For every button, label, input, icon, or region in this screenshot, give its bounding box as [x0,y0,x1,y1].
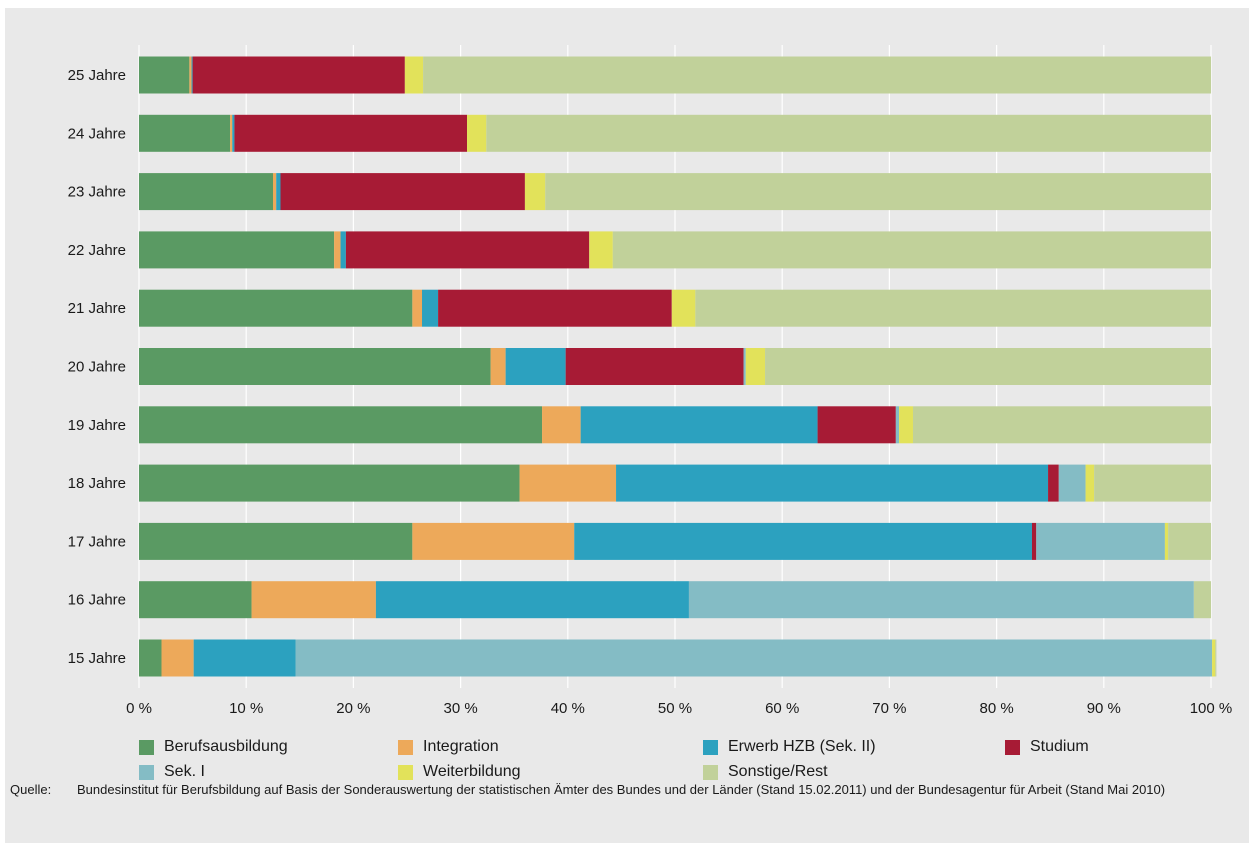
bar-segment [230,114,233,152]
source-text: Bundesinstitut für Berufsbildung auf Bas… [77,782,1166,797]
bar-segment [234,114,468,152]
bar-segment [334,231,341,269]
x-tick-labels: 0 % 10 % 20 % 30 % 40 % 50 % 60 % 70 % 80 % 90 % 1… [126,700,1232,717]
bar-segment [1164,522,1169,560]
bar-segment [189,56,192,94]
bar-segment [1031,522,1037,560]
bar-segment [139,114,231,152]
bar-segment [345,231,590,269]
source-note: Quelle: Bundesinstitut für Berufsbildung… [10,780,1242,799]
bar-segment [505,348,566,385]
bar-segment [671,289,696,327]
x-tick-label: 10 % [229,700,263,717]
bars [139,56,1217,677]
bar-segment [612,231,1211,269]
bar-segment [745,348,766,385]
bar-segment [1048,464,1059,502]
x-tick-label: 40 % [551,700,585,717]
bar-segment [412,289,423,327]
bar-segment [191,56,193,94]
bar-segment [1058,464,1086,502]
category-label: 22 Jahre [68,242,126,259]
bar-segment [895,406,900,444]
bar-segment [467,114,487,152]
bar-segment [912,406,1211,444]
bar-segment [1085,464,1095,502]
x-tick-label: 90 % [1087,700,1121,717]
bar-segment [139,581,252,619]
category-label: 23 Jahre [68,184,126,201]
bar-segment [422,289,439,327]
bar-segment [1193,581,1211,619]
bar-segment [565,348,744,385]
bar-segment [1036,522,1165,560]
category-label: 21 Jahre [68,300,126,317]
x-tick-label: 80 % [979,700,1013,717]
bar-segment [542,406,581,444]
bar-segment [765,348,1211,385]
category-label: 15 Jahre [68,650,126,667]
bar-segment [438,289,672,327]
bar-segment [589,231,613,269]
bar-segment [1212,639,1216,677]
bar-segment [519,464,617,502]
bar-segment [743,348,746,385]
category-label: 19 Jahre [68,417,126,434]
bar-segment [490,348,506,385]
bar-segment [486,114,1211,152]
bar-segment [524,173,546,211]
bar-segment [340,231,346,269]
bar-segment [280,173,525,211]
category-label: 24 Jahre [68,125,126,142]
x-tick-label: 20 % [336,700,370,717]
bar-segment [139,289,413,327]
bar-segment [139,348,491,385]
bar-segment [423,56,1212,94]
bar-segment [1215,639,1217,677]
category-label: 17 Jahre [68,533,126,550]
bar-segment [273,173,277,211]
x-tick-label: 50 % [658,700,692,717]
category-label: 16 Jahre [68,592,126,609]
x-tick-label: 70 % [872,700,906,717]
bar-segment [161,639,194,677]
bar-segment [412,522,575,560]
bar-segment [139,231,335,269]
bar-segment [580,406,818,444]
category-label: 18 Jahre [68,475,126,492]
bar-segment [232,114,235,152]
bar-segment [139,639,162,677]
bar-segment [139,56,190,94]
category-label: 25 Jahre [68,67,126,84]
x-tick-label: 0 % [126,700,152,717]
bar-segment [139,173,273,211]
bar-segment [545,173,1211,211]
bar-segment [899,406,913,444]
bar-segment [1094,464,1211,502]
bar-segment [695,289,1211,327]
category-labels: 25 Jahre 24 Jahre 23 Jahre 22 Jahre 21 Jahre… [68,67,126,667]
x-tick-label: 100 % [1190,700,1233,717]
source-label: Quelle: [10,782,52,797]
bar-segment [574,522,1032,560]
bar-segment [404,56,424,94]
x-tick-label: 30 % [443,700,477,717]
bar-segment [251,581,376,619]
bar-segment [192,56,405,94]
bar-segment [295,639,1213,677]
bar-segment [139,522,413,560]
bar-segment [139,464,520,502]
bar-segment [139,406,543,444]
bar-segment [817,406,896,444]
bar-segment [193,639,296,677]
bar-segment [688,581,1194,619]
bar-segment [276,173,281,211]
bar-segment [1168,522,1211,560]
category-label: 20 Jahre [68,359,126,376]
x-tick-label: 60 % [765,700,799,717]
bar-segment [616,464,1049,502]
bar-segment [375,581,689,619]
